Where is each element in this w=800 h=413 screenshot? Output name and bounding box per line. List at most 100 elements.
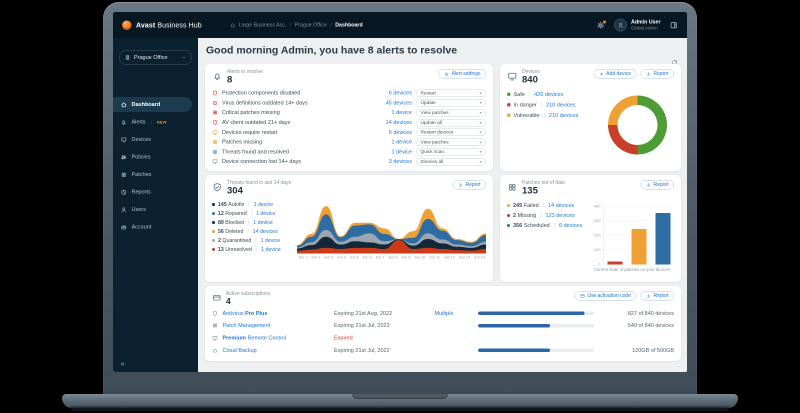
- add-device-button[interactable]: Add device: [593, 69, 637, 79]
- chevron-down-icon: ▾: [479, 90, 482, 96]
- subscription-card-icon: [212, 293, 222, 303]
- subscription-usage: 540 of 840 devices: [627, 322, 674, 329]
- user-role: Global Admin: [631, 25, 658, 31]
- subscription-name-link[interactable]: Premium Remote Control: [222, 334, 287, 341]
- devices-legend-item: Vulnerable | 210 devices: [507, 112, 578, 118]
- progress-fill: [478, 311, 585, 316]
- legend-devices-link[interactable]: 123 devices: [545, 212, 575, 219]
- legend-dot: [212, 247, 215, 251]
- alert-action-select[interactable]: Restart devices ▾: [416, 128, 486, 137]
- y-tick-label: 200: [593, 232, 601, 238]
- settings-gear-button[interactable]: [597, 19, 607, 30]
- alert-action-select[interactable]: Update ▾: [416, 99, 486, 107]
- legend-dot: [507, 103, 511, 107]
- legend-devices-link[interactable]: 14 devices: [252, 228, 278, 235]
- legend-devices-link[interactable]: 14 devices: [548, 202, 575, 209]
- legend-devices-link[interactable]: 210 devices: [548, 112, 579, 119]
- chevron-down-icon: ▾: [479, 120, 482, 125]
- threats-report-button[interactable]: Report: [452, 180, 486, 190]
- x-axis-label: Jun 13: [458, 254, 470, 260]
- alert-devices-link[interactable]: 1 device: [391, 139, 412, 146]
- legend-devices-link[interactable]: 1 device: [253, 219, 273, 226]
- alert-devices-link[interactable]: 1 device: [391, 109, 412, 116]
- bell-icon: [212, 71, 223, 82]
- subscription-progress-bar: [478, 348, 594, 353]
- sidebar-item-label: Users: [131, 206, 146, 213]
- alert-action-select[interactable]: Update all ▾: [416, 118, 486, 127]
- x-axis-label: Jun 14: [473, 254, 485, 260]
- legend-label: 12 Repaired: [218, 210, 247, 217]
- topbar-right: Admin User Global Admin: [597, 18, 679, 32]
- y-tick-label: 100: [593, 247, 601, 252]
- legend-devices-link[interactable]: 1 device: [255, 210, 276, 217]
- sidebar-item-alerts[interactable]: Alerts | NEW: [113, 115, 192, 130]
- subscription-name-link[interactable]: Patch Management: [222, 322, 271, 329]
- alert-action-select[interactable]: View patches ▾: [416, 108, 486, 117]
- legend-devices-link[interactable]: 420 devices: [534, 91, 564, 98]
- x-axis-label: Jun 3: [323, 254, 333, 260]
- legend-devices-link[interactable]: 210 devices: [546, 101, 576, 108]
- use-activation-code-button[interactable]: Use activation code: [574, 291, 637, 301]
- legend-devices-link[interactable]: 6 devices: [559, 222, 583, 229]
- alert-action-select[interactable]: Quick scan ▾: [416, 148, 486, 156]
- sidebar-item-dashboard[interactable]: Dashboard: [113, 97, 192, 112]
- alert-settings-button[interactable]: Alert settings: [438, 69, 486, 79]
- alert-action-select[interactable]: Restart ▾: [416, 89, 486, 97]
- subscription-expiry: Expired: [334, 334, 353, 341]
- alert-row: Virus definitions outdated 14+ days 45 de…: [212, 99, 486, 107]
- org-selector-label: Prague Office: [134, 54, 168, 61]
- patches-icon: [507, 182, 518, 193]
- shield-icon: [212, 90, 218, 96]
- alert-devices-link[interactable]: 6 devices: [388, 90, 412, 97]
- alert-devices-link[interactable]: 45 devices: [385, 99, 412, 106]
- breadcrumb-item[interactable]: Prague Office: [294, 22, 327, 28]
- home-icon[interactable]: [230, 22, 236, 28]
- shield-icon: [212, 310, 218, 316]
- sidebar-collapse-button[interactable]: «: [120, 359, 125, 369]
- alert-devices-link[interactable]: 1 device: [391, 148, 412, 155]
- threats-legend-item: 89 Blocked | 1 device: [212, 219, 291, 225]
- x-axis-label: Jun 10: [414, 254, 426, 260]
- sidebar-item-policies[interactable]: Policies: [113, 150, 192, 165]
- legend-devices-link[interactable]: 1 device: [253, 201, 274, 208]
- x-axis-label: Jun 2: [310, 254, 321, 260]
- breadcrumb-item[interactable]: Large Business Acc.: [238, 22, 287, 28]
- y-tick-label: 400: [593, 203, 601, 209]
- sidebar-item-reports[interactable]: Reports: [113, 185, 192, 200]
- subscription-name-link[interactable]: Antivirus Pro Plus: [222, 310, 268, 317]
- org-selector[interactable]: Prague Office: [119, 50, 192, 65]
- greeting-heading: Good morning Admin, you have 8 alerts to…: [206, 44, 458, 57]
- threats-legend-item: 13 Unresolved | 1 device: [212, 246, 291, 252]
- sidebar-item-devices[interactable]: Devices: [113, 132, 192, 147]
- refresh-button[interactable]: [671, 59, 678, 66]
- sidebar-item-account[interactable]: Account: [113, 220, 192, 235]
- subscriptions-report-button[interactable]: Report: [640, 291, 674, 301]
- subscription-name-link[interactable]: Cloud Backup: [222, 347, 257, 354]
- user-menu[interactable]: Admin User Global Admin: [614, 18, 661, 32]
- subscription-extra-link[interactable]: Multiple: [434, 310, 454, 317]
- legend-dot: [212, 238, 215, 242]
- devices-report-button[interactable]: Report: [640, 69, 674, 79]
- devices-card: Devices 840 Add device: [500, 64, 681, 171]
- devices-legend: Safe | 420 devices In danger | 210 devices Vul…: [507, 91, 578, 154]
- alert-devices-link[interactable]: 14 devices: [385, 119, 412, 126]
- patches-report-button[interactable]: Report: [640, 180, 674, 190]
- subscription-row: Antivirus Pro Plus Expiring 21st Aug, 202…: [212, 310, 674, 316]
- sidebar-item-patches[interactable]: Patches: [113, 167, 192, 182]
- sidebar-item-users[interactable]: Users: [113, 202, 192, 217]
- alert-devices-link[interactable]: 6 devices: [388, 129, 412, 136]
- alert-action-select[interactable]: Dismiss all ▾: [416, 157, 486, 166]
- alert-label: Device connection lost 14+ days: [222, 158, 302, 165]
- legend-devices-link[interactable]: 1 device: [261, 246, 281, 253]
- alert-row: Devices require restart 6 devices Restart …: [212, 128, 486, 137]
- legend-devices-link[interactable]: 1 device: [260, 237, 281, 244]
- topbar: Avast Business Hub Large Business Acc. /…: [113, 12, 687, 38]
- alert-devices-link[interactable]: 3 devices: [388, 158, 412, 165]
- apps-panel-icon[interactable]: [670, 21, 679, 30]
- avast-brand[interactable]: Avast Business Hub: [122, 20, 202, 30]
- sliders-icon: [121, 154, 128, 161]
- subscription-progress-bar: [478, 323, 594, 328]
- monitor-icon: [212, 335, 218, 341]
- x-axis-label: Jun 7: [375, 254, 385, 260]
- alert-action-select[interactable]: View patches ▾: [416, 138, 486, 146]
